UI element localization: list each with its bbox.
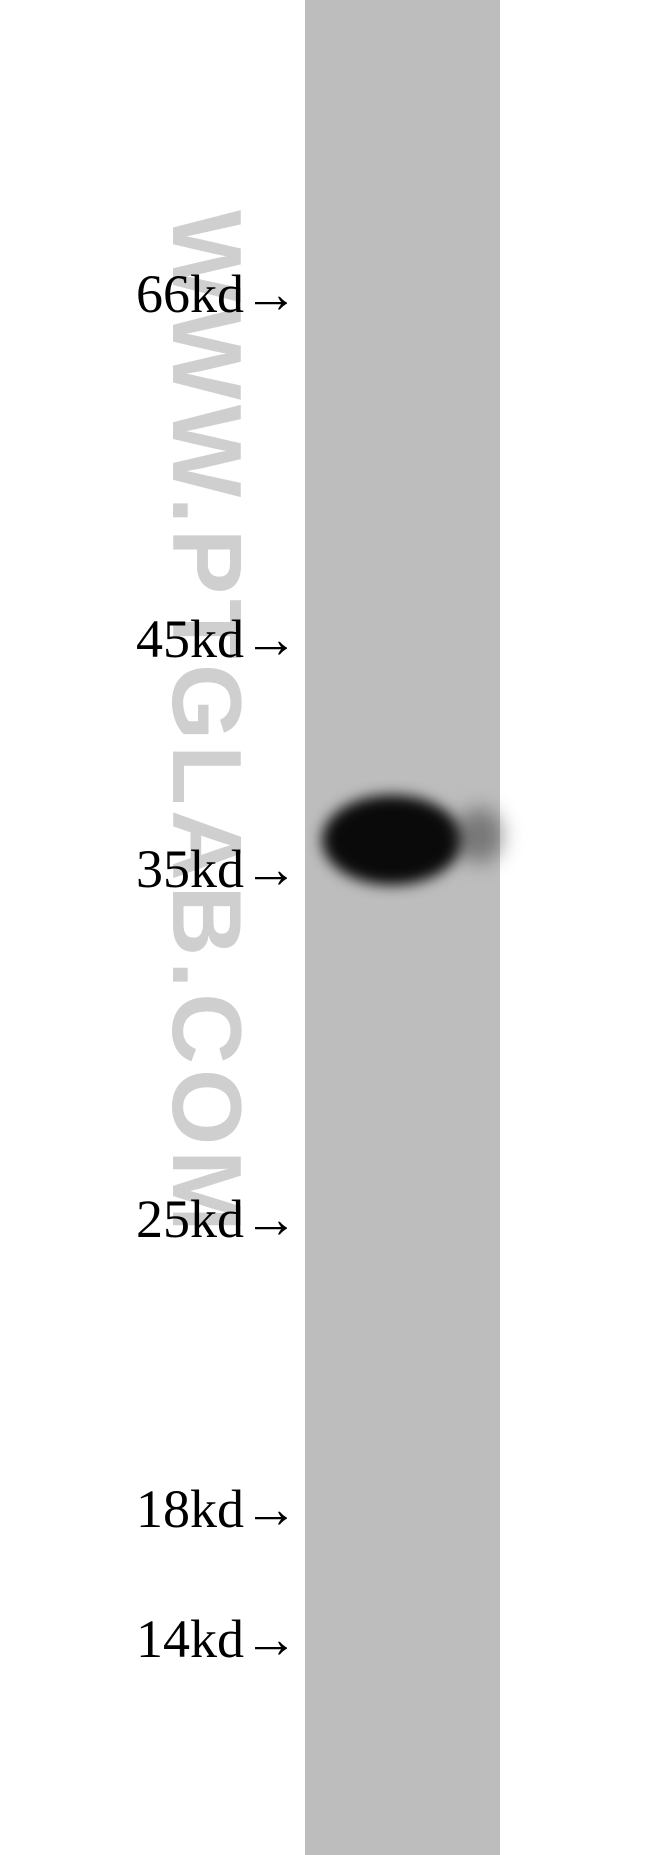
marker-label-25kd: 25kd→: [136, 1188, 298, 1250]
arrow-right-icon: →: [244, 1479, 298, 1539]
arrow-right-icon: →: [244, 264, 298, 324]
marker-label-35kd: 35kd→: [136, 838, 298, 900]
marker-label-66kd: 66kd→: [136, 263, 298, 325]
marker-label-18kd: 18kd→: [136, 1478, 298, 1540]
marker-weight-text: 25kd: [136, 1189, 244, 1249]
arrow-right-icon: →: [244, 1189, 298, 1249]
protein-band-1: [455, 808, 503, 863]
marker-label-14kd: 14kd→: [136, 1608, 298, 1670]
marker-label-45kd: 45kd→: [136, 608, 298, 670]
marker-weight-text: 14kd: [136, 1609, 244, 1669]
blot-lane: [305, 0, 500, 1855]
marker-weight-text: 66kd: [136, 264, 244, 324]
arrow-right-icon: →: [244, 1609, 298, 1669]
arrow-right-icon: →: [244, 839, 298, 899]
protein-band-0: [322, 795, 462, 885]
marker-weight-text: 45kd: [136, 609, 244, 669]
marker-weight-text: 35kd: [136, 839, 244, 899]
arrow-right-icon: →: [244, 609, 298, 669]
marker-weight-text: 18kd: [136, 1479, 244, 1539]
western-blot-figure: WWW.PTGLAB.COM 66kd→45kd→35kd→25kd→18kd→…: [0, 0, 650, 1855]
